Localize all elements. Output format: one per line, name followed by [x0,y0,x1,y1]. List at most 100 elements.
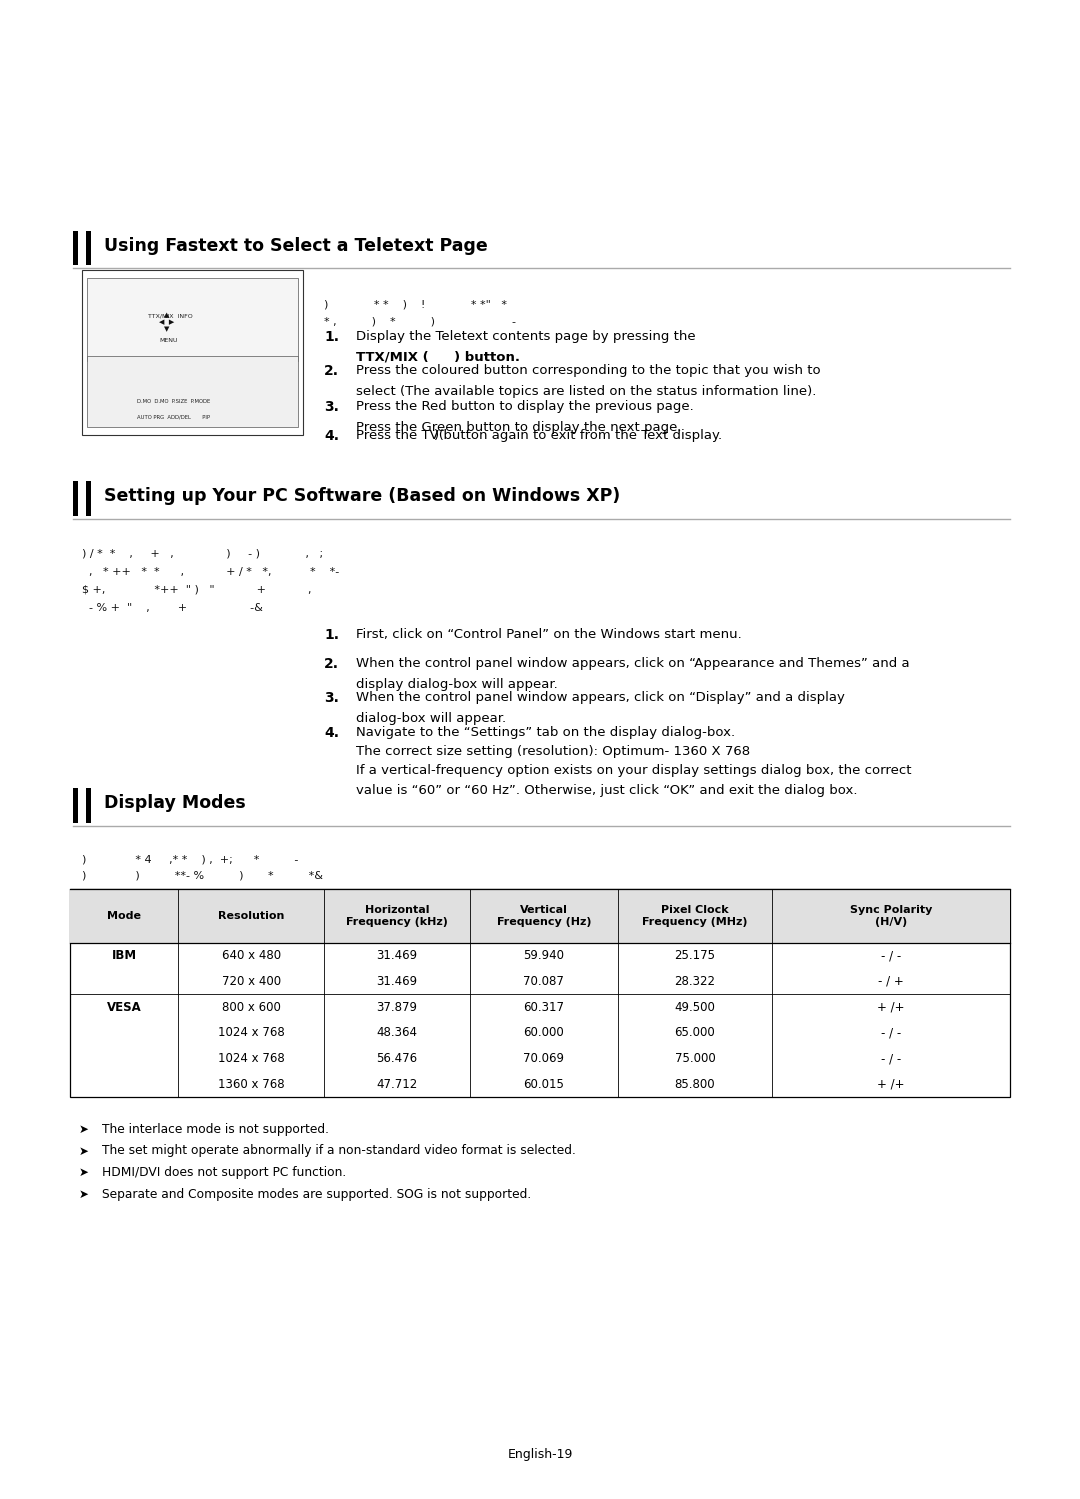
Text: dialog-box will appear.: dialog-box will appear. [356,712,507,726]
Text: Horizontal
Frequency (kHz): Horizontal Frequency (kHz) [346,905,448,926]
Text: When the control panel window appears, click on “Appearance and Themes” and a: When the control panel window appears, c… [356,657,910,670]
Text: Press the coloured button corresponding to the topic that you wish to: Press the coloured button corresponding … [356,364,821,378]
Text: Pixel Clock
Frequency (MHz): Pixel Clock Frequency (MHz) [643,905,747,926]
Text: 4.: 4. [324,429,339,442]
Text: 1360 x 768: 1360 x 768 [218,1078,284,1091]
Text: The interlace mode is not supported.: The interlace mode is not supported. [102,1123,328,1136]
Text: + /+: + /+ [877,1001,905,1013]
Text: - % +  "    ,        +                  -&: - % + " , + -& [82,603,262,613]
Text: The correct size setting (resolution): Optimum- 1360 X 768: The correct size setting (resolution): O… [356,745,751,758]
Text: + /+: + /+ [877,1078,905,1091]
Text: 4.: 4. [324,726,339,739]
Text: )              )          **- %          )       *          *&: ) ) **- % ) * *& [82,871,323,881]
Text: ➤: ➤ [79,1123,89,1136]
Text: - / -: - / - [881,949,901,962]
Text: Navigate to the “Settings” tab on the display dialog-box.: Navigate to the “Settings” tab on the di… [356,726,735,739]
Text: 31.469: 31.469 [376,974,418,988]
Text: First, click on “Control Panel” on the Windows start menu.: First, click on “Control Panel” on the W… [356,628,742,642]
Text: Press the Green button to display the next page.: Press the Green button to display the ne… [356,421,681,435]
Text: 2.: 2. [324,657,339,670]
Bar [87,357,298,427]
Text: Display the Teletext contents page by pressing the: Display the Teletext contents page by pr… [356,330,696,343]
Text: value is “60” or “60 Hz”. Otherwise, just click “OK” and exit the dialog box.: value is “60” or “60 Hz”. Otherwise, jus… [356,784,858,797]
Bar [70,889,1010,943]
Text: 1.: 1. [324,330,339,343]
Text: select (The available topics are listed on the status information line).: select (The available topics are listed … [356,385,816,399]
Text: ➤: ➤ [79,1166,89,1180]
Text: Display Modes: Display Modes [104,794,245,812]
Text: ▲
◀  ▶
▼: ▲ ◀ ▶ ▼ [159,313,174,333]
Text: English-19: English-19 [508,1448,572,1460]
Text: ) button.: ) button. [454,351,519,364]
Text: Setting up Your PC Software (Based on Windows XP): Setting up Your PC Software (Based on Wi… [104,487,620,505]
Text: 1024 x 768: 1024 x 768 [218,1052,284,1066]
Text: 1024 x 768: 1024 x 768 [218,1027,284,1039]
Text: ➤: ➤ [79,1187,89,1201]
Text: Press the Red button to display the previous page.: Press the Red button to display the prev… [356,400,694,414]
Text: HDMI/DVI does not support PC function.: HDMI/DVI does not support PC function. [102,1166,346,1180]
Text: 49.500: 49.500 [675,1001,715,1013]
Text: 25.175: 25.175 [675,949,715,962]
Text: VESA: VESA [107,1001,141,1013]
Text: 2.: 2. [324,364,339,378]
Text: When the control panel window appears, click on “Display” and a display: When the control panel window appears, c… [356,691,846,705]
Text: Resolution: Resolution [218,911,284,920]
Text: 3.: 3. [324,400,339,414]
Text: ) / *  *    ,     +   ,               )     - )             ,   ;: ) / * * , + , ) - ) , ; [82,549,323,559]
Text: )              * 4     ,* *    ) ,  +;      *          -: ) * 4 ,* * ) , +; * - [82,854,298,865]
Text: 70.087: 70.087 [524,974,564,988]
Text: * ,          )    *          )                      -: * , ) * ) - [324,316,516,327]
Text: - / -: - / - [881,1052,901,1066]
Text: MENU: MENU [160,339,178,343]
Text: The set might operate abnormally if a non-standard video format is selected.: The set might operate abnormally if a no… [102,1145,576,1157]
Text: 28.322: 28.322 [675,974,715,988]
Text: Separate and Composite modes are supported. SOG is not supported.: Separate and Composite modes are support… [102,1187,530,1201]
Text: 65.000: 65.000 [675,1027,715,1039]
Text: Vertical
Frequency (Hz): Vertical Frequency (Hz) [497,905,591,926]
Text: 85.800: 85.800 [675,1078,715,1091]
Text: IBM: IBM [111,949,137,962]
Text: 640 x 480: 640 x 480 [221,949,281,962]
Text: TTX/MIX  INFO: TTX/MIX INFO [148,313,193,318]
Text: TTX/MIX (: TTX/MIX ( [356,351,429,364]
Text: 60.000: 60.000 [524,1027,564,1039]
Text: 720 x 400: 720 x 400 [221,974,281,988]
Text: 3.: 3. [324,691,339,705]
Bar [87,279,298,361]
Text: 60.317: 60.317 [524,1001,564,1013]
Bar [86,788,91,823]
Text: - / -: - / - [881,1027,901,1039]
Text: 60.015: 60.015 [524,1078,564,1091]
Text: 31.469: 31.469 [376,949,418,962]
Bar [70,889,1010,1097]
Text: D.MO  D.MO  P.SIZE  P.MODE: D.MO D.MO P.SIZE P.MODE [137,399,211,405]
Text: 47.712: 47.712 [376,1078,418,1091]
Text: If a vertical-frequency option exists on your display settings dialog box, the c: If a vertical-frequency option exists on… [356,764,912,778]
Text: Mode: Mode [107,911,141,920]
Text: 37.879: 37.879 [377,1001,417,1013]
Text: Press the TV(: Press the TV( [356,429,444,442]
Bar [73,481,79,516]
Text: 70.069: 70.069 [524,1052,564,1066]
Text: )             * *    )    !             * *"   *: ) * * ) ! * *" * [324,300,507,310]
Text: ) button again to exit from the Text display.: ) button again to exit from the Text dis… [434,429,723,442]
Text: 75.000: 75.000 [675,1052,715,1066]
Text: 48.364: 48.364 [377,1027,417,1039]
Text: $ +,              *++  " )   "            +            ,: $ +, *++ " ) " + , [82,585,311,595]
Bar [86,481,91,516]
Bar [73,788,79,823]
Text: 59.940: 59.940 [524,949,564,962]
Text: 1.: 1. [324,628,339,642]
Text: - / +: - / + [878,974,904,988]
Text: display dialog-box will appear.: display dialog-box will appear. [356,678,558,691]
Text: 56.476: 56.476 [376,1052,418,1066]
Bar [73,231,79,265]
Text: ,   * ++   *  *      ,            + / *   *,           *    *-: , * ++ * * , + / * *, * *- [82,567,339,577]
Text: 800 x 600: 800 x 600 [221,1001,281,1013]
Bar [86,231,91,265]
Text: ➤: ➤ [79,1145,89,1157]
Text: Sync Polarity
(H/V): Sync Polarity (H/V) [850,905,932,926]
Bar [82,270,303,435]
Text: Using Fastext to Select a Teletext Page: Using Fastext to Select a Teletext Page [104,237,487,255]
Text: AUTO PRG  ADD/DEL       PIP: AUTO PRG ADD/DEL PIP [137,414,211,420]
